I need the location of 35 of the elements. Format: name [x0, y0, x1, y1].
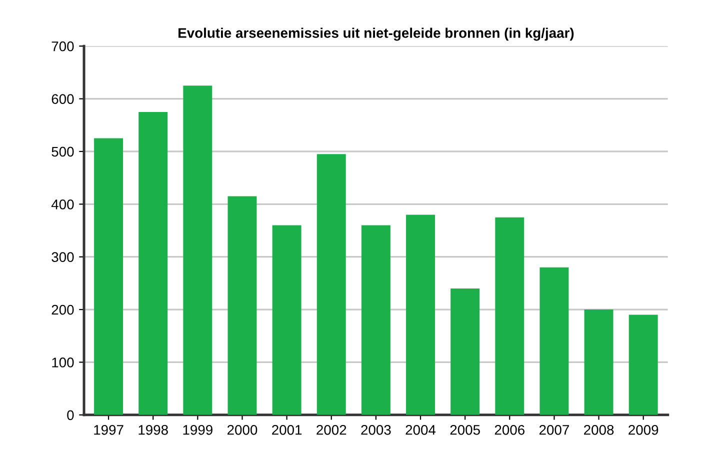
y-tick-label: 400 [51, 199, 74, 210]
x-tick-label: 1997 [94, 424, 124, 435]
x-tick-label: 2008 [584, 424, 614, 435]
bar [406, 214, 435, 415]
bar [138, 112, 168, 415]
bar [540, 267, 569, 415]
y-tick-label: 200 [52, 304, 74, 315]
x-tick-label: 2001 [272, 424, 302, 435]
y-tick-label: 600 [52, 94, 74, 104]
bar [584, 310, 614, 415]
x-tick-label: 2004 [406, 424, 436, 435]
y-tick-label: 0 [67, 410, 74, 420]
bar [228, 196, 257, 415]
bar [183, 86, 212, 415]
chart-title: Evolutie arseenemissies uit niet-geleide bronnen (in kg/jaar) [178, 28, 574, 41]
bar [495, 217, 524, 415]
x-tick-label: 2009 [628, 424, 658, 435]
y-tick-label: 300 [52, 252, 74, 262]
bar [316, 154, 346, 415]
bar [94, 138, 124, 415]
x-tick-label: 1998 [138, 424, 168, 435]
bar [361, 225, 390, 415]
y-tick-label: 700 [52, 41, 74, 52]
bar [628, 314, 658, 415]
x-tick-label: 2005 [450, 424, 480, 435]
x-tick-label: 2003 [361, 424, 391, 435]
x-tick-label: 2006 [494, 424, 524, 435]
x-tick-label: 2002 [316, 424, 346, 435]
y-tick-label: 100 [52, 358, 74, 368]
y-tick-label: 500 [52, 146, 74, 157]
x-tick-label: 2000 [227, 424, 258, 435]
bar [450, 288, 480, 415]
x-tick-label: 1999 [183, 424, 212, 435]
bar [272, 225, 302, 415]
x-tick-label: 2007 [539, 424, 569, 435]
